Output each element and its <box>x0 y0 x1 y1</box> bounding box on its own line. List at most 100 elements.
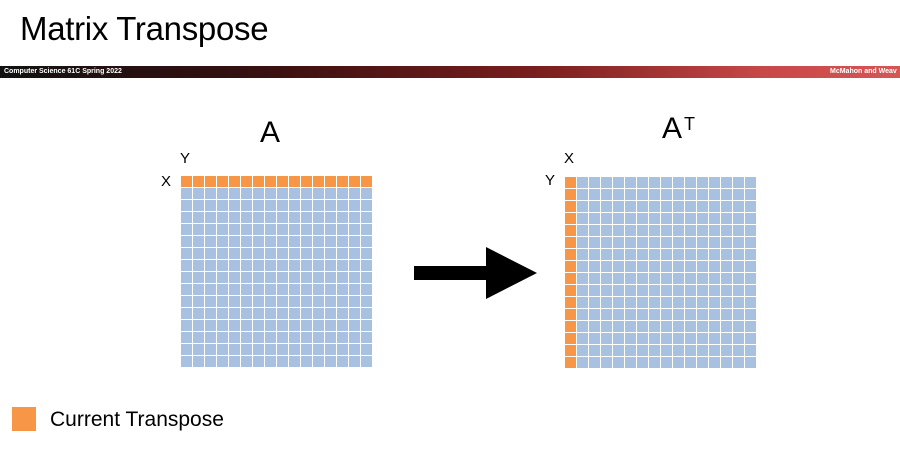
matrix-cell <box>625 177 636 188</box>
matrix-cell <box>685 333 696 344</box>
matrix-cell <box>685 249 696 260</box>
matrix-cell <box>265 320 276 331</box>
matrix-cell <box>613 297 624 308</box>
matrix-cell <box>205 356 216 367</box>
matrix-cell-highlighted <box>565 309 576 320</box>
matrix-cell <box>277 200 288 211</box>
matrix-cell <box>613 357 624 368</box>
matrix-cell <box>313 200 324 211</box>
matrix-cell <box>673 201 684 212</box>
matrix-cell <box>265 344 276 355</box>
matrix-cell <box>733 273 744 284</box>
matrix-cell <box>625 189 636 200</box>
matrix-cell <box>613 261 624 272</box>
matrix-cell <box>253 296 264 307</box>
matrix-cell <box>685 201 696 212</box>
matrix-cell <box>181 200 192 211</box>
matrix-cell <box>265 200 276 211</box>
matrix-cell <box>685 177 696 188</box>
matrix-cell <box>589 333 600 344</box>
matrix-cell <box>217 296 228 307</box>
matrix-cell-highlighted <box>313 176 324 187</box>
matrix-cell-highlighted <box>205 176 216 187</box>
matrix-cell <box>193 212 204 223</box>
matrix-cell <box>193 320 204 331</box>
matrix-cell <box>181 320 192 331</box>
matrix-cell <box>325 284 336 295</box>
matrix-cell <box>637 249 648 260</box>
matrix-cell <box>205 344 216 355</box>
matrix-cell <box>637 345 648 356</box>
matrix-cell <box>349 356 360 367</box>
matrix-cell <box>625 285 636 296</box>
matrix-cell-highlighted <box>181 176 192 187</box>
matrix-cell <box>625 237 636 248</box>
matrix-cell <box>649 189 660 200</box>
matrix-cell <box>361 356 372 367</box>
matrix-cell <box>337 356 348 367</box>
matrix-cell <box>685 225 696 236</box>
matrix-cell <box>349 296 360 307</box>
right-arrow-icon <box>414 247 537 299</box>
matrix-cell <box>325 272 336 283</box>
matrix-cell <box>697 189 708 200</box>
matrix-cell <box>637 177 648 188</box>
matrix-cell <box>601 225 612 236</box>
matrix-cell <box>229 332 240 343</box>
matrix-cell <box>709 285 720 296</box>
matrix-cell <box>217 248 228 259</box>
matrix-cell <box>637 357 648 368</box>
matrix-cell <box>301 260 312 271</box>
matrix-cell <box>229 320 240 331</box>
matrix-cell <box>613 333 624 344</box>
matrix-cell <box>289 284 300 295</box>
matrix-cell <box>181 284 192 295</box>
matrix-cell <box>685 189 696 200</box>
matrix-cell <box>601 213 612 224</box>
matrix-cell <box>361 272 372 283</box>
matrix-cell <box>361 260 372 271</box>
matrix-cell <box>241 332 252 343</box>
matrix-cell <box>229 212 240 223</box>
matrix-cell <box>637 285 648 296</box>
legend-label: Current Transpose <box>50 408 224 431</box>
matrix-cell <box>709 297 720 308</box>
matrix-cell <box>613 309 624 320</box>
matrix-cell <box>229 308 240 319</box>
matrix-cell <box>685 213 696 224</box>
matrix-cell <box>625 345 636 356</box>
matrix-cell <box>637 201 648 212</box>
matrix-cell <box>313 332 324 343</box>
matrix-cell <box>661 357 672 368</box>
matrix-at-grid <box>565 177 756 368</box>
matrix-cell <box>745 237 756 248</box>
matrix-cell <box>673 357 684 368</box>
matrix-cell <box>733 201 744 212</box>
matrix-cell <box>313 308 324 319</box>
matrix-cell <box>289 260 300 271</box>
matrix-cell <box>673 345 684 356</box>
matrix-cell <box>589 213 600 224</box>
matrix-cell-highlighted <box>565 357 576 368</box>
matrix-cell <box>589 261 600 272</box>
matrix-cell <box>577 261 588 272</box>
matrix-cell <box>577 321 588 332</box>
matrix-cell <box>721 213 732 224</box>
matrix-cell <box>205 224 216 235</box>
matrix-cell <box>301 356 312 367</box>
matrix-cell <box>205 248 216 259</box>
matrix-cell <box>685 345 696 356</box>
matrix-cell <box>649 261 660 272</box>
matrix-cell <box>625 273 636 284</box>
matrix-cell <box>325 296 336 307</box>
matrix-cell <box>301 200 312 211</box>
matrix-cell <box>685 357 696 368</box>
matrix-cell <box>277 248 288 259</box>
matrix-cell <box>349 320 360 331</box>
matrix-cell-highlighted <box>565 333 576 344</box>
matrix-cell <box>325 236 336 247</box>
matrix-cell <box>361 200 372 211</box>
matrix-cell <box>193 260 204 271</box>
matrix-cell <box>229 296 240 307</box>
matrix-cell <box>337 224 348 235</box>
